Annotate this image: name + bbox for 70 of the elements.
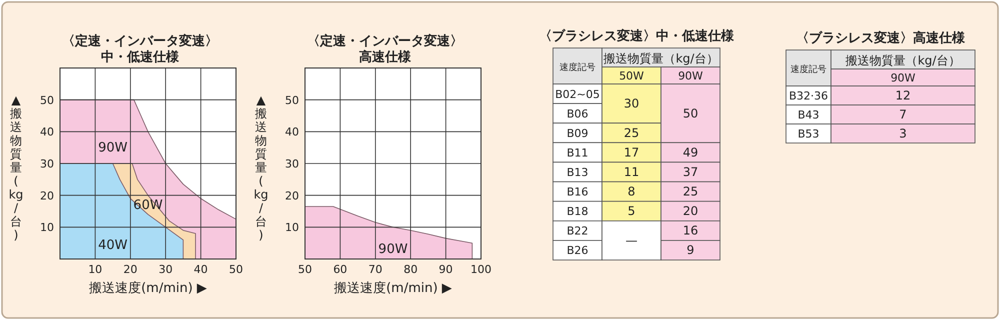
x-tick-label: 50	[229, 263, 243, 276]
x-tick-label: 100	[470, 263, 492, 276]
chart-subtitle: 中・低速仕様	[101, 49, 180, 65]
text: 8	[628, 184, 636, 199]
text: 11	[624, 165, 640, 179]
x-tick-label: 60	[333, 263, 348, 276]
y-axis-title: ▲搬送物質量(kg/台)	[8, 93, 24, 242]
y-tick-label: 30	[40, 158, 54, 170]
category-label: B32·36	[788, 90, 828, 102]
y-tick-label: 20	[40, 189, 54, 202]
text: 20	[682, 204, 698, 218]
text: —	[626, 233, 638, 248]
x-tick-label: 40	[194, 263, 208, 276]
x-axis-title: 搬送速度(m/min) ▶	[334, 280, 452, 296]
text: 17	[624, 145, 640, 160]
category-label: B09	[566, 126, 588, 140]
y-tick-label: 40	[285, 126, 299, 139]
annotation: 90W	[98, 140, 128, 156]
text: 49	[682, 145, 698, 160]
y-tick-label: 10	[40, 221, 54, 234]
x-tick-label: 90	[438, 263, 453, 276]
category-label: B13	[566, 166, 588, 179]
text: 50	[682, 106, 698, 120]
category-label: B18	[566, 205, 588, 218]
x-tick-label: 20	[123, 263, 138, 276]
text: 搬送物質量（kg/台）	[846, 54, 960, 68]
category-label: 50W	[619, 70, 644, 82]
chart-title: 〈定速・インバータ変速〉	[62, 33, 218, 49]
category-label: B26	[566, 244, 588, 258]
text: 12	[895, 88, 911, 102]
category-label: B06	[566, 107, 588, 120]
category-label: B53	[798, 128, 820, 140]
text: 〈ブラシレス変速〉中・低速仕様	[539, 28, 735, 44]
category-label: B11	[566, 146, 588, 160]
chart-title: 〈定速・インバータ変速〉	[307, 33, 463, 49]
text: 5	[628, 204, 636, 218]
text: 〈ブラシレス変速〉高速仕様	[796, 30, 966, 46]
category-label: B22	[566, 224, 588, 238]
annotation: 40W	[98, 238, 128, 254]
text: 3	[899, 126, 907, 140]
text: 37	[682, 165, 698, 179]
annotation: 90W	[378, 242, 408, 257]
text: 16	[682, 224, 698, 238]
x-tick-label: 50	[298, 263, 312, 276]
category-label: B02~05	[555, 88, 600, 101]
text: 9	[686, 243, 694, 258]
x-tick-label: 30	[158, 263, 173, 276]
text: 搬送物質量（kg/台）	[604, 52, 718, 66]
category-label: B43	[798, 108, 820, 122]
text: 25	[682, 184, 698, 199]
category-label: 90W	[890, 72, 916, 84]
text: 25	[624, 126, 640, 140]
y-tick-label: 10	[285, 221, 299, 234]
text: 速度記号	[560, 62, 596, 73]
category-label: 90W	[678, 70, 704, 82]
x-axis-title: 搬送速度(m/min) ▶	[89, 280, 207, 296]
y-tick-label: 30	[285, 158, 299, 170]
x-tick-label: 70	[368, 263, 382, 276]
text: 30	[624, 96, 640, 111]
y-tick-label: 20	[285, 189, 299, 202]
text: 速度記号	[790, 64, 826, 75]
text: 7	[899, 108, 907, 122]
y-tick-label: 50	[40, 94, 54, 107]
y-axis-title: ▲搬送物質量(kg/台)	[254, 93, 268, 242]
x-tick-label: 80	[404, 263, 418, 276]
x-tick-label: 10	[88, 263, 102, 276]
category-label: B16	[566, 186, 588, 199]
y-tick-label: 50	[285, 94, 299, 107]
chart-subtitle: 高速仕様	[359, 49, 412, 65]
y-tick-label: 40	[40, 126, 54, 139]
